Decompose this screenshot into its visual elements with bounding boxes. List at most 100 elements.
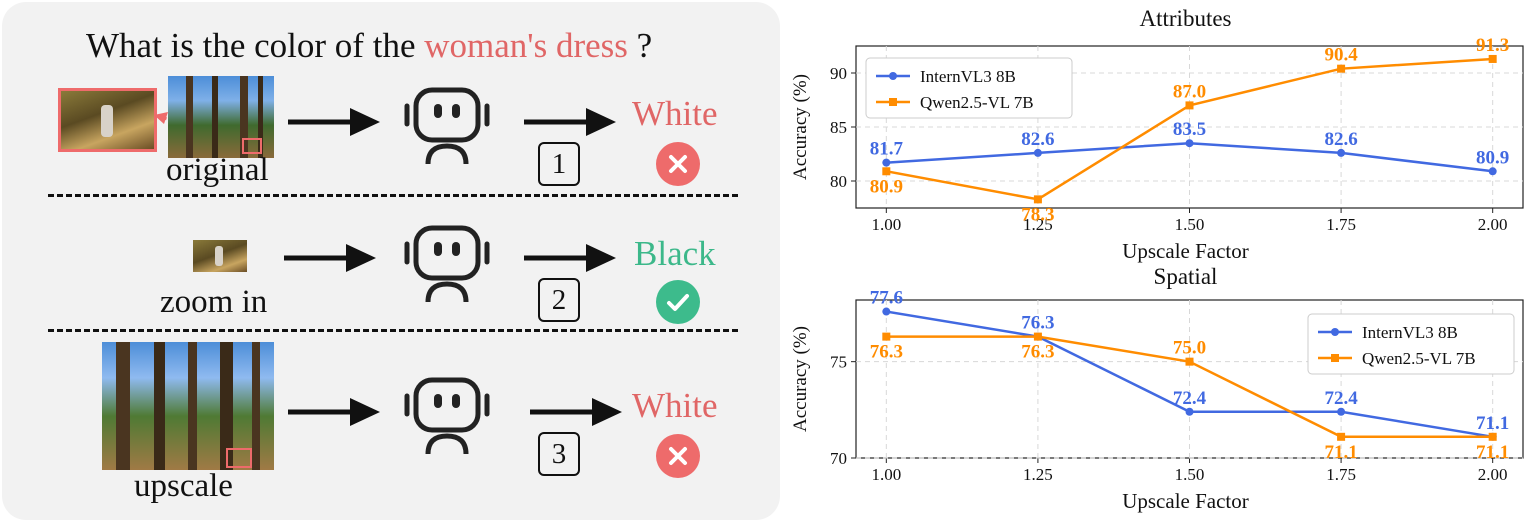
arrow-right-icon	[288, 398, 380, 426]
legend-marker	[1331, 354, 1339, 362]
x-axis-label: Upscale Factor	[1122, 489, 1249, 513]
data-label: 81.7	[870, 139, 904, 160]
data-label: 90.4	[1324, 45, 1358, 66]
row-caption: original	[166, 152, 269, 188]
data-label: 72.4	[1324, 388, 1358, 409]
arrow-right-icon	[530, 398, 622, 426]
series-line	[886, 310, 1493, 439]
question-highlight: woman's dress	[424, 26, 628, 65]
data-label: 80.9	[870, 176, 903, 197]
step-number: 1	[538, 142, 580, 186]
x-tick-label: 2.00	[1478, 215, 1508, 234]
data-point	[1033, 332, 1042, 341]
plot-frame	[855, 45, 1524, 209]
data-label: 82.6	[1324, 129, 1357, 150]
answer-text: White	[632, 94, 718, 133]
x-tick-label: 2.00	[1478, 465, 1508, 484]
data-label: 78.3	[1021, 204, 1054, 225]
data-point	[882, 167, 891, 176]
x-tick-label: 1.50	[1175, 465, 1205, 484]
y-axis-label: Accuracy (%)	[790, 326, 811, 432]
legend-label: Qwen2.5-VL 7B	[920, 93, 1034, 112]
data-point	[1337, 407, 1346, 416]
data-label: 76.3	[1021, 313, 1054, 334]
row-divider	[48, 329, 738, 332]
data-point	[1337, 148, 1346, 157]
data-point	[1185, 357, 1194, 366]
data-label: 82.6	[1021, 129, 1054, 150]
cross-icon	[656, 142, 700, 186]
step-number: 3	[538, 432, 580, 476]
arrow-right-icon	[524, 108, 616, 136]
check-icon	[656, 280, 700, 324]
chart-spatial: 1.00 1.25 1.50 1.75 2.00 70 75 Spatial Upscale F…	[790, 264, 1524, 513]
x-axis-label: Upscale Factor	[1122, 239, 1249, 263]
upscaled-image	[102, 342, 274, 470]
x-tick-label: 1.00	[871, 465, 901, 484]
arrow-right-icon	[288, 108, 380, 136]
x-tick-label: 1.25	[1023, 215, 1053, 234]
data-label: 71.1	[1324, 442, 1357, 463]
data-point	[1185, 407, 1194, 416]
data-label: 76.3	[1021, 342, 1054, 363]
data-point	[1185, 139, 1194, 148]
data-label: 71.1	[1476, 442, 1509, 463]
legend: InternVL3 8B Qwen2.5-VL 7B	[1307, 313, 1515, 375]
legend-marker	[889, 72, 897, 80]
y-tick-label: 75	[830, 353, 847, 372]
chart-title: Spatial	[1154, 264, 1218, 289]
y-axis-label: Accuracy (%)	[790, 74, 811, 180]
arrow-right-icon	[524, 244, 616, 272]
cross-icon	[656, 434, 700, 478]
robot-icon	[404, 87, 490, 165]
y-tick-label: 80	[830, 172, 847, 191]
chart-title: Attributes	[1140, 6, 1232, 31]
legend: InternVL3 8B Qwen2.5-VL 7B	[865, 57, 1073, 119]
data-label: 76.3	[870, 342, 903, 363]
data-label: 91.3	[1476, 35, 1509, 56]
series-line	[886, 57, 1493, 201]
zoomed-image	[193, 240, 247, 272]
data-point	[1488, 432, 1497, 441]
x-tick-label: 1.75	[1326, 215, 1356, 234]
row-caption: upscale	[134, 468, 233, 504]
data-point	[1033, 148, 1042, 157]
series-line	[886, 335, 1493, 439]
data-point	[882, 307, 891, 316]
data-label: 87.0	[1173, 81, 1206, 102]
x-tick-label: 1.00	[871, 215, 901, 234]
robot-icon	[404, 377, 490, 455]
x-tick-label: 1.25	[1023, 465, 1053, 484]
robot-icon	[404, 225, 490, 303]
legend-box	[865, 57, 1073, 119]
question-text: What is the color of the woman's dress ?	[86, 26, 652, 66]
data-point	[1488, 432, 1497, 441]
row-divider	[48, 194, 738, 197]
data-point	[1185, 101, 1194, 110]
data-label: 80.9	[1476, 147, 1509, 168]
y-tick-label: 70	[830, 449, 847, 468]
original-image	[168, 76, 274, 158]
data-point	[1337, 432, 1346, 441]
answer-text: White	[632, 386, 718, 425]
legend-label: Qwen2.5-VL 7B	[1362, 349, 1476, 368]
answer-text: Black	[634, 234, 716, 273]
x-tick-label: 1.75	[1326, 465, 1356, 484]
legend-label: InternVL3 8B	[920, 67, 1016, 86]
data-point	[1337, 64, 1346, 73]
legend-box	[1307, 313, 1515, 375]
data-label: 83.5	[1173, 119, 1206, 140]
data-point	[882, 332, 891, 341]
question-suffix: ?	[627, 26, 653, 65]
legend-marker	[889, 98, 897, 106]
data-label: 77.6	[870, 288, 903, 309]
zoomed-crop-image	[58, 88, 157, 152]
data-point	[1488, 167, 1497, 176]
x-tick-label: 1.50	[1175, 215, 1205, 234]
legend-marker	[1331, 328, 1339, 336]
data-label: 71.1	[1476, 413, 1509, 434]
series-line	[886, 141, 1493, 173]
data-point	[1033, 195, 1042, 204]
step-number: 2	[538, 278, 580, 322]
y-tick-label: 90	[830, 64, 847, 83]
